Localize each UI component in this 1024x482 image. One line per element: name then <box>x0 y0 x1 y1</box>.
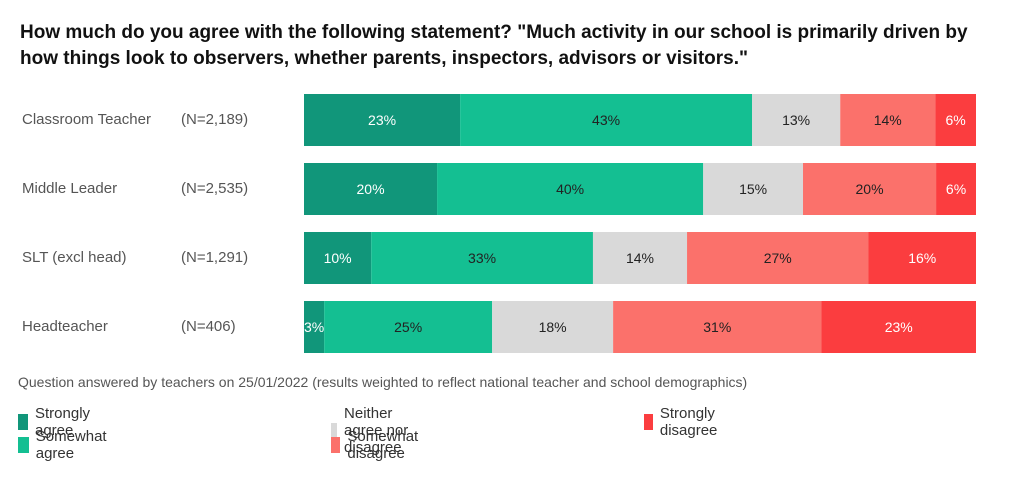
chart-title: How much do you agree with the following… <box>20 22 968 69</box>
legend-item: Somewhat disagree <box>331 428 425 462</box>
bar-segment <box>752 94 841 146</box>
footnote: Question answered by teachers on 25/01/2… <box>18 374 748 390</box>
legend-swatch <box>331 422 338 439</box>
legend-swatch <box>18 414 28 430</box>
bar-segment <box>703 163 804 215</box>
legend-item: Neither agree nor disagree <box>331 405 412 456</box>
bar-segment <box>304 94 461 146</box>
bar-segment <box>803 163 937 215</box>
bar-segment <box>460 94 752 146</box>
category-label: Middle Leader <box>22 180 118 197</box>
bar-segment <box>492 301 614 353</box>
bar-segment <box>371 232 593 284</box>
sample-size-label: (N=2,535) <box>181 180 249 197</box>
sample-size-label: (N=1,291) <box>181 249 249 266</box>
legend-label: Somewhat agree <box>35 428 107 462</box>
category-label: Headteacher <box>22 318 108 335</box>
bar-segment <box>613 301 822 353</box>
bar-segment <box>304 232 372 284</box>
bar-segment <box>687 232 869 284</box>
legend-label: Strongly disagree <box>659 405 718 439</box>
legend-item: Strongly agree <box>18 405 96 439</box>
legend-item: Somewhat agree <box>18 428 112 462</box>
bar-segment <box>935 94 976 146</box>
bar-segment <box>840 94 936 146</box>
legend-swatch <box>644 414 653 430</box>
category-label: Classroom Teacher <box>22 111 151 128</box>
bar-segment <box>821 301 976 353</box>
category-label: SLT (excl head) <box>22 249 127 266</box>
bar-segment <box>868 232 976 284</box>
legend-swatch <box>331 437 341 453</box>
legend-label: Somewhat disagree <box>347 428 419 462</box>
legend-item: Strongly disagree <box>644 405 725 439</box>
bar-segment <box>936 163 976 215</box>
sample-size-label: (N=406) <box>181 318 236 335</box>
bar-segment <box>324 301 493 353</box>
bar-segment <box>437 163 704 215</box>
bar-segment <box>304 301 325 353</box>
sample-size-label: (N=2,189) <box>181 111 249 128</box>
bar-segment <box>592 232 688 284</box>
legend-swatch <box>18 437 29 453</box>
legend-label: Neither agree nor disagree <box>344 405 409 456</box>
legend-label: Strongly agree <box>35 405 91 439</box>
bar-segment <box>304 163 438 215</box>
